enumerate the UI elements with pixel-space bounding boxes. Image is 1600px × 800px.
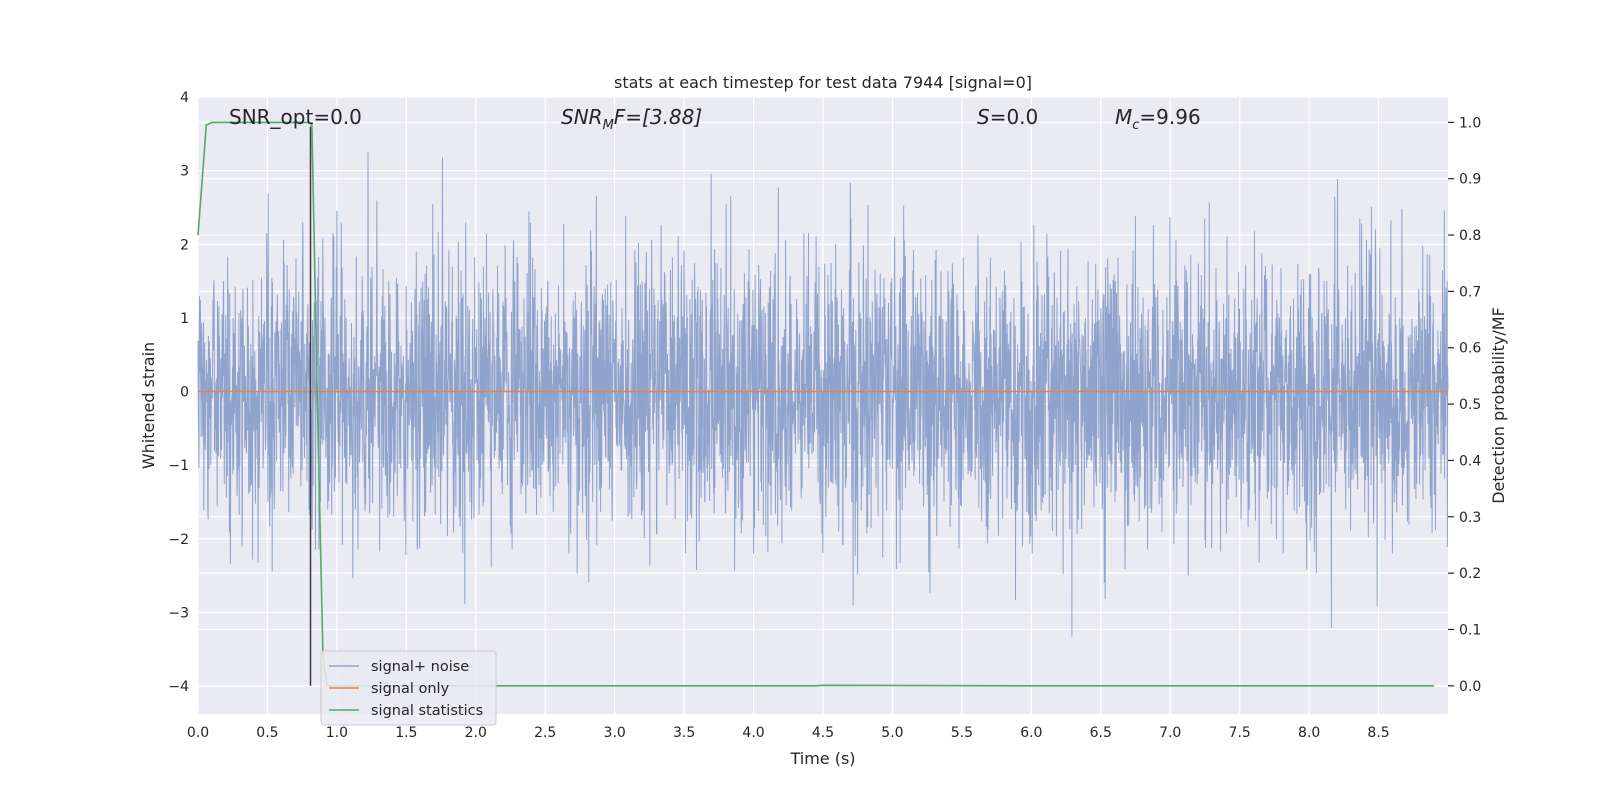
y-tick-label: 3 [180, 164, 189, 180]
y-right-tick-label: 0.4 [1459, 453, 1481, 469]
annotation-s: S=0.0 [977, 105, 1038, 129]
legend-label-signal-noise: signal+ noise [371, 659, 469, 675]
series-signal-noise [197, 151, 1449, 637]
y-right-tick-label: 1.0 [1459, 115, 1481, 131]
x-tick-label: 7.5 [1229, 725, 1251, 741]
x-tick-label: 6.0 [1020, 725, 1042, 741]
y-tick-label: 0 [180, 385, 189, 401]
y-right-tick-label: 0.3 [1459, 510, 1481, 526]
y-right-tick-label: 0.7 [1459, 284, 1481, 300]
y-right-tick-label: 0.9 [1459, 172, 1481, 188]
annotation-snr-mf: SNRMF=[3.88] [561, 105, 702, 133]
legend: signal+ noise signal only signal statist… [320, 650, 497, 726]
x-tick-label: 4.0 [742, 725, 764, 741]
x-tick-label: 8.5 [1367, 725, 1389, 741]
y-ticks-right: 1.0 0.9 0.8 0.7 0.6 0.5 0.4 0.3 0.2 0.1 0.0 [1448, 115, 1481, 695]
x-tick-label: 0.0 [187, 725, 209, 741]
x-tick-label: 3.5 [673, 725, 695, 741]
annotation-snr-mf-main: SNR [561, 105, 603, 129]
y-ticks: 4 3 2 1 0 −1 −2 −3 −4 [168, 90, 189, 695]
annotation-mc-main: M [1115, 105, 1132, 129]
y-right-tick-label: 0.2 [1459, 566, 1481, 582]
y-tick-label: −4 [168, 679, 189, 695]
legend-box [320, 650, 497, 726]
y-axis-label: Whitened strain [139, 342, 158, 469]
y-tick-label: 4 [180, 90, 189, 106]
x-tick-label: 7.0 [1159, 725, 1181, 741]
x-tick-label: 8.0 [1298, 725, 1320, 741]
series-signal-statistics [197, 121, 1435, 687]
annotation-mc-sub: c [1132, 118, 1139, 133]
y-tick-label: −1 [168, 458, 189, 474]
x-tick-label: 1.0 [326, 725, 348, 741]
data-layer [197, 121, 1449, 687]
x-tick-label: 3.0 [604, 725, 626, 741]
x-tick-label: 1.5 [395, 725, 417, 741]
x-axis-label: Time (s) [789, 749, 855, 768]
annotations: SNR_opt=0.0 SNRMF=[3.88] S=0.0 Mc=9.96 [229, 105, 1201, 133]
y-tick-label: −2 [168, 532, 189, 548]
x-ticks: 0.0 0.5 1.0 1.5 2.0 2.5 3.0 3.5 4.0 4.5 5.0 5.5 6.0 6… [187, 725, 1390, 741]
x-tick-label: 4.5 [812, 725, 834, 741]
x-tick-label: 5.0 [881, 725, 903, 741]
legend-label-signal-statistics: signal statistics [371, 703, 483, 719]
x-tick-label: 2.0 [465, 725, 487, 741]
y-right-tick-label: 0.8 [1459, 228, 1481, 244]
annotation-mc: Mc=9.96 [1115, 105, 1201, 133]
annotation-s-rest: =0.0 [990, 105, 1039, 129]
x-tick-label: 5.5 [951, 725, 973, 741]
y-tick-label: 2 [180, 237, 189, 253]
x-tick-label: 6.5 [1090, 725, 1112, 741]
annotation-snr-opt: SNR_opt=0.0 [229, 105, 362, 129]
y-axis-label-right: Detection probability/MF [1489, 307, 1508, 504]
annotation-s-main: S [977, 105, 990, 129]
y-right-tick-label: 0.1 [1459, 622, 1481, 638]
y-right-tick-label: 0.5 [1459, 397, 1481, 413]
y-right-tick-label: 0.0 [1459, 679, 1481, 695]
chart-title: stats at each timestep for test data 794… [614, 73, 1032, 92]
y-right-tick-label: 0.6 [1459, 341, 1481, 357]
x-tick-label: 2.5 [534, 725, 556, 741]
annotation-snr-mf-rest: F=[3.88] [614, 105, 702, 129]
y-tick-label: 1 [180, 311, 189, 327]
y-tick-label: −3 [168, 605, 189, 621]
legend-label-signal-only: signal only [371, 681, 450, 697]
annotation-mc-rest: =9.96 [1139, 105, 1200, 129]
x-tick-label: 0.5 [256, 725, 278, 741]
annotation-snr-mf-sub: M [603, 118, 614, 133]
